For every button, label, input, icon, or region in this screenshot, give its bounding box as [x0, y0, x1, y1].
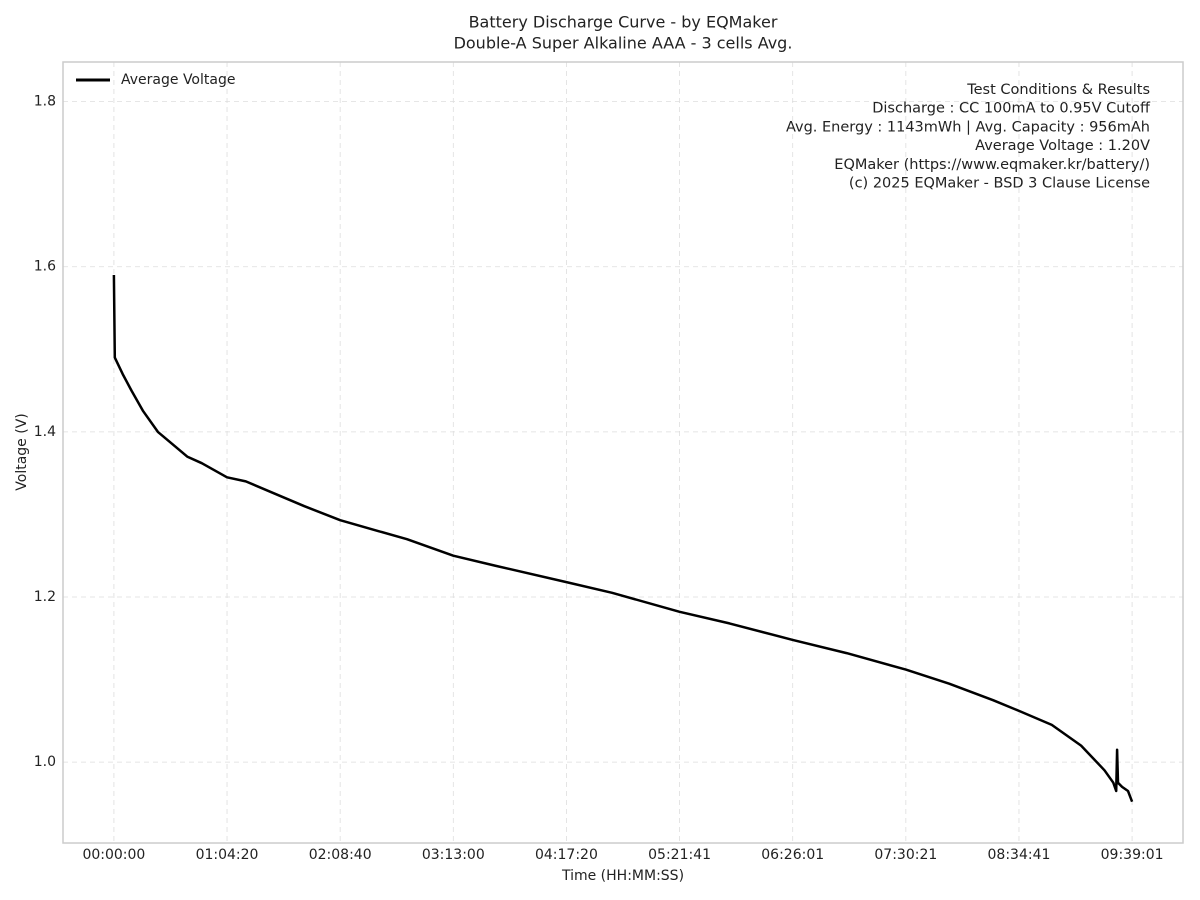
- y-tick-label: 1.8: [34, 94, 56, 110]
- y-tick-label: 1.0: [34, 754, 56, 770]
- x-tick-label: 00:00:00: [82, 847, 145, 863]
- x-tick-label: 06:26:01: [761, 847, 824, 863]
- x-tick-label: 08:34:41: [988, 847, 1051, 863]
- annotation-line: Average Voltage : 1.20V: [975, 138, 1150, 154]
- x-tick-label: 03:13:00: [422, 847, 485, 863]
- x-tick-label: 04:17:20: [535, 847, 598, 863]
- y-tick-label: 1.6: [34, 259, 56, 275]
- legend-label: Average Voltage: [121, 72, 235, 88]
- y-tick-label: 1.2: [34, 589, 56, 605]
- data-line: [112, 274, 1134, 803]
- annotation-line: (c) 2025 EQMaker - BSD 3 Clause License: [849, 176, 1150, 192]
- annotation-line: Avg. Energy : 1143mWh | Avg. Capacity : …: [786, 119, 1150, 135]
- x-tick-label: 07:30:21: [874, 847, 937, 863]
- x-tick-label: 09:39:01: [1101, 847, 1164, 863]
- annotation-line: Discharge : CC 100mA to 0.95V Cutoff: [872, 101, 1151, 117]
- chart-subtitle: Double-A Super Alkaline AAA - 3 cells Av…: [454, 34, 793, 53]
- plot-frame: [62, 61, 1184, 844]
- y-tick-label: 1.4: [34, 424, 56, 440]
- x-tick-label: 01:04:20: [196, 847, 259, 863]
- x-axis-label: Time (HH:MM:SS): [561, 868, 684, 884]
- annotation-line: EQMaker (https://www.eqmaker.kr/battery/…: [834, 157, 1150, 173]
- y-axis-label: Voltage (V): [14, 413, 30, 490]
- x-tick-label: 02:08:40: [309, 847, 372, 863]
- annotation-line: Test Conditions & Results: [966, 82, 1150, 98]
- chart-title: Battery Discharge Curve - by EQMaker: [469, 13, 778, 32]
- x-tick-label: 05:21:41: [648, 847, 711, 863]
